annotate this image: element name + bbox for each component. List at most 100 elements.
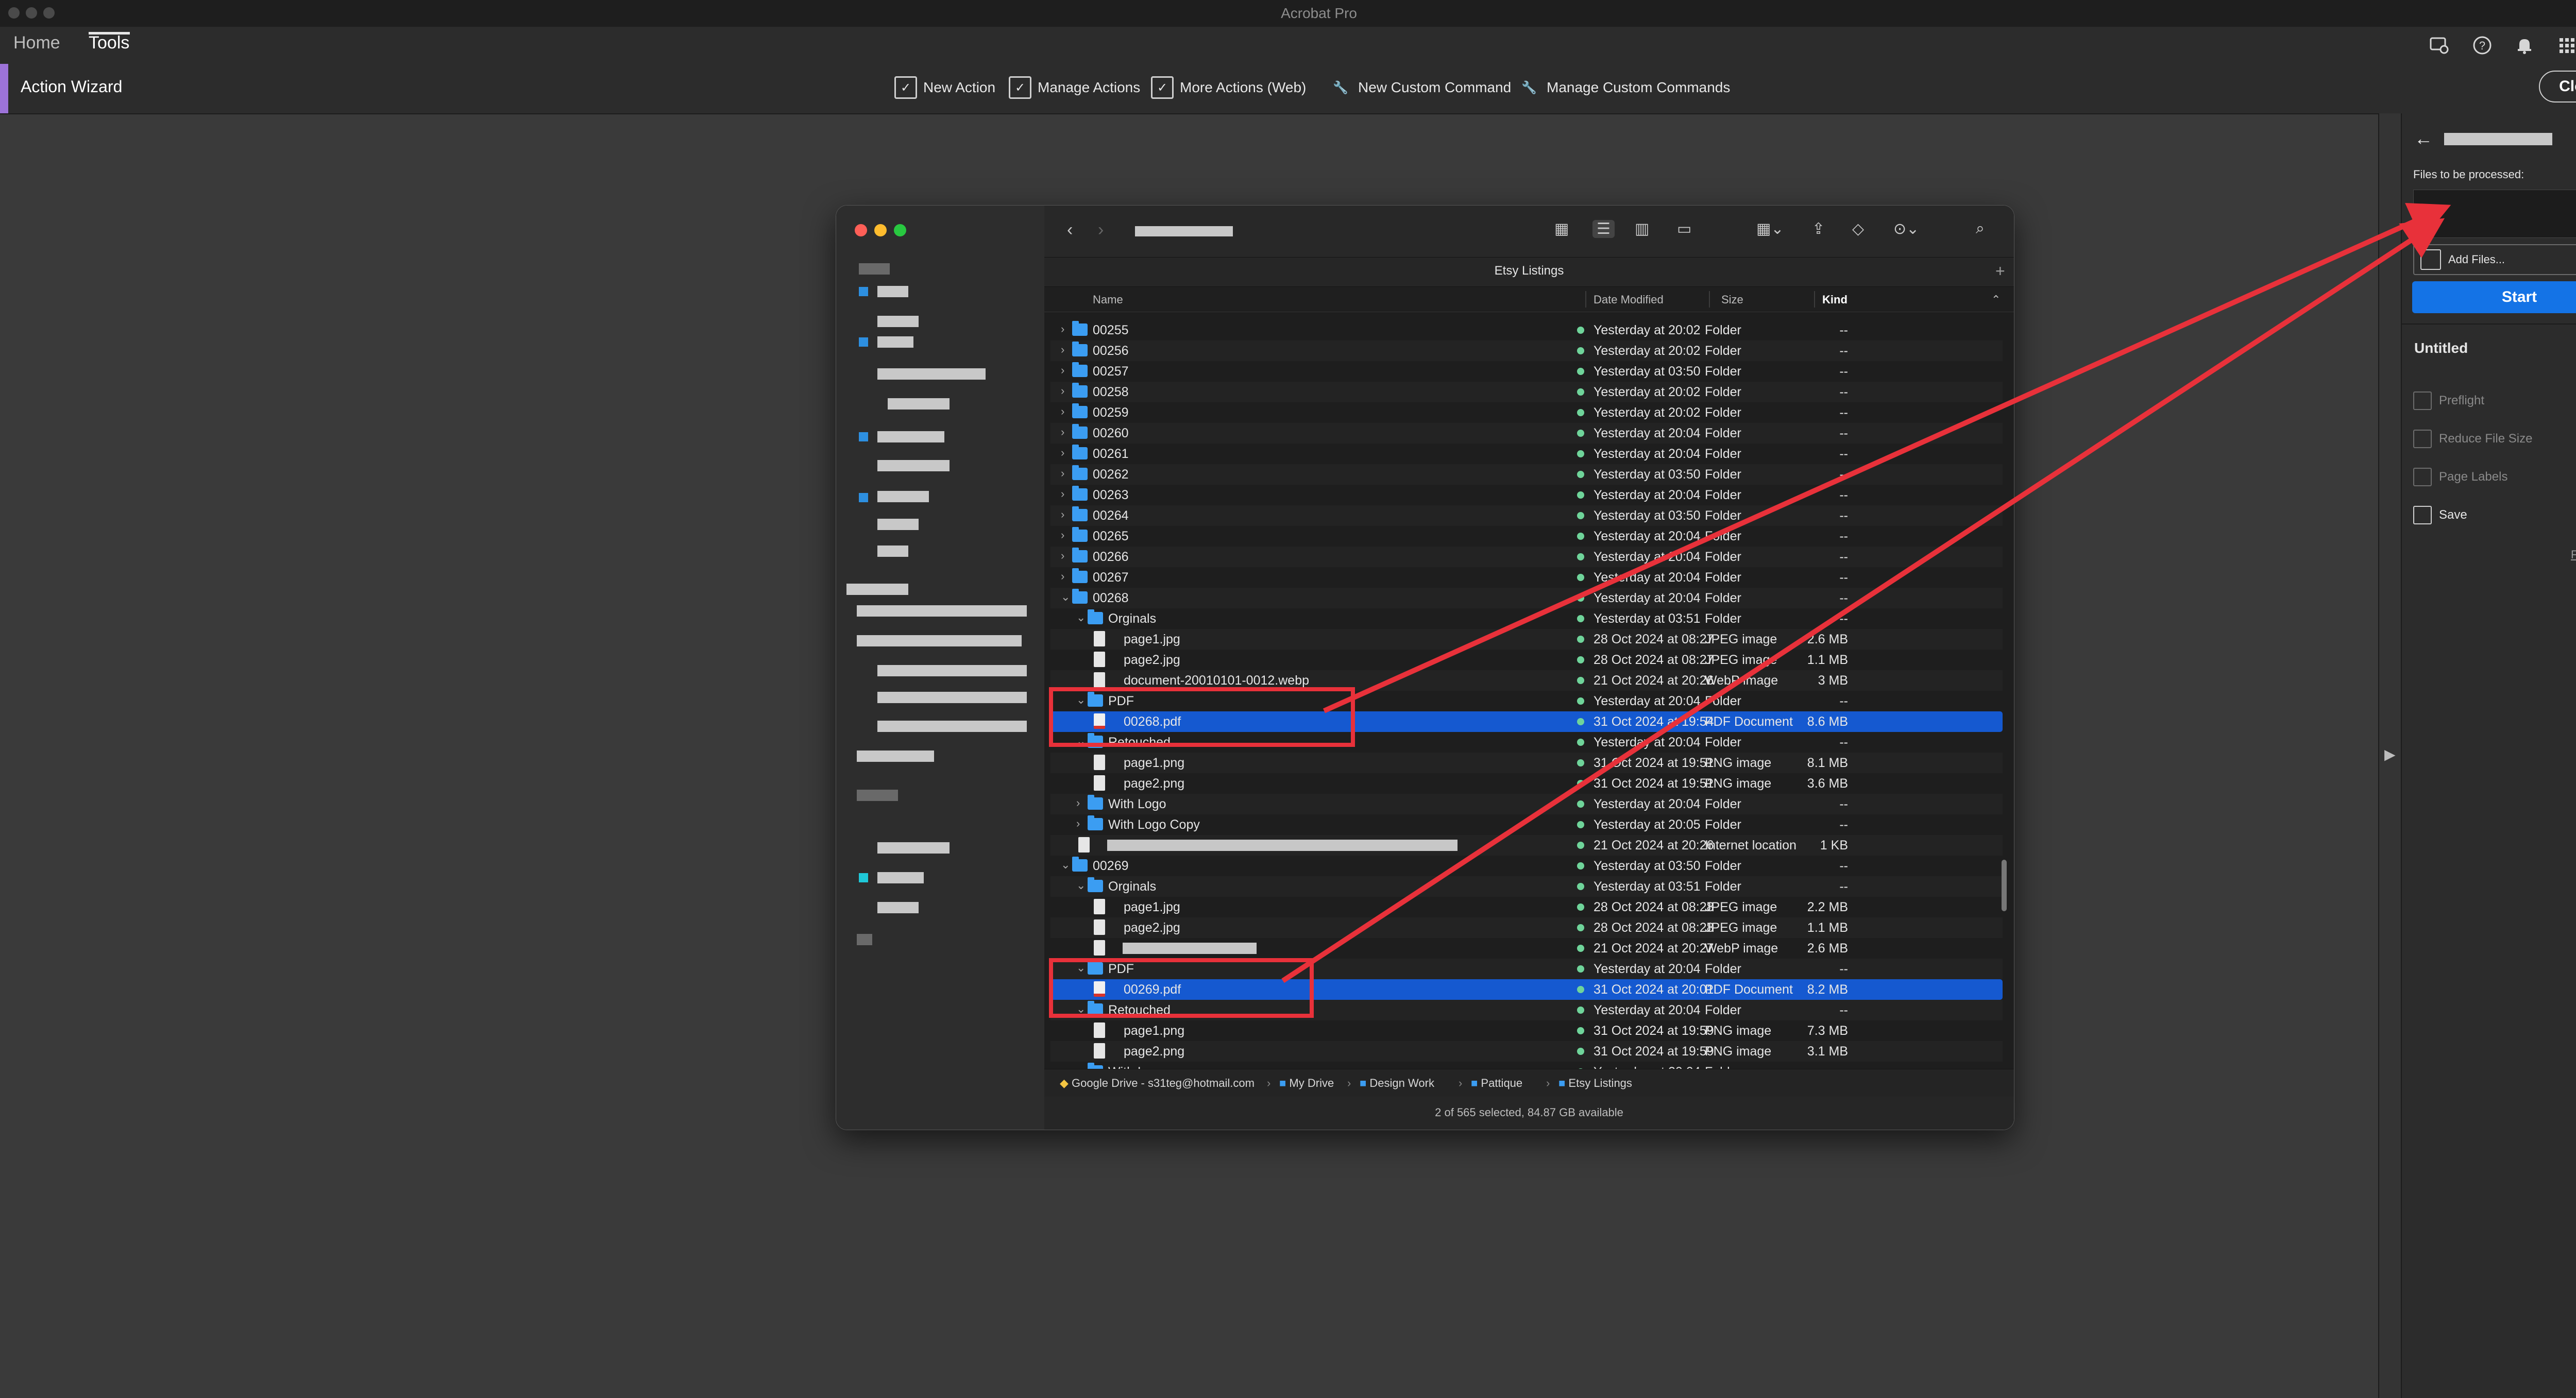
finder-zoom-icon[interactable] <box>894 224 906 236</box>
path-segment[interactable]: ■ My Drive <box>1279 1077 1334 1089</box>
more-icon[interactable]: ⊙⌄ <box>1893 220 1920 237</box>
folder-row[interactable]: ⌄ 00268 Yesterday at 20:04 -- Folder <box>1050 588 2003 608</box>
disclosure-closed-icon[interactable]: › <box>1061 425 1065 438</box>
manage-actions-button[interactable]: ✓ Manage Actions <box>1009 73 1140 102</box>
column-view-icon[interactable]: ▥ <box>1635 220 1650 237</box>
file-row[interactable]: page2.png 31 Oct 2024 at 19:51 3.6 MB PNG i… <box>1050 773 2003 794</box>
disclosure-open-icon[interactable]: ⌄ <box>1061 590 1071 603</box>
full-report-link[interactable]: Full Report <box>2571 548 2576 561</box>
folder-row[interactable]: › 00267 Yesterday at 20:04 -- Folder <box>1050 567 2003 588</box>
step-save[interactable]: Save▾ <box>2413 503 2467 527</box>
path-segment[interactable]: ■ Pattique <box>1471 1077 1523 1089</box>
finder-close-icon[interactable] <box>855 224 867 236</box>
disclosure-closed-icon[interactable]: › <box>1061 549 1065 562</box>
path-segment[interactable]: ◆ Google Drive - s31teg@hotmail.com <box>1060 1077 1255 1089</box>
chevron-right-icon[interactable]: ▶ <box>2384 746 2396 762</box>
disclosure-closed-icon[interactable]: › <box>1061 570 1065 583</box>
folder-row[interactable]: › 00257 Yesterday at 03:50 -- Folder <box>1050 361 2003 382</box>
disclosure-closed-icon[interactable]: › <box>1061 322 1065 335</box>
folder-row[interactable]: › 00258 Yesterday at 20:02 -- Folder <box>1050 382 2003 402</box>
folder-row[interactable]: › 00260 Yesterday at 20:04 -- Folder <box>1050 423 2003 444</box>
disclosure-closed-icon[interactable]: › <box>1061 467 1065 480</box>
file-row[interactable]: page1.png 31 Oct 2024 at 19:59 7.3 MB PNG i… <box>1050 1020 2003 1041</box>
column-date-modified[interactable]: Date Modified <box>1594 293 1664 306</box>
path-segment[interactable]: ■ Design Work <box>1360 1077 1434 1089</box>
folder-row[interactable]: › 00259 Yesterday at 20:02 -- Folder <box>1050 402 2003 423</box>
column-kind[interactable]: Kind <box>1822 293 1848 306</box>
disclosure-closed-icon[interactable]: › <box>1061 405 1065 418</box>
path-segment[interactable]: ■ Etsy Listings <box>1558 1077 1632 1089</box>
file-row[interactable]: page2.png 31 Oct 2024 at 19:59 3.1 MB PNG i… <box>1050 1041 2003 1062</box>
disclosure-open-icon[interactable]: ⌄ <box>1076 879 1086 892</box>
share-icon[interactable]: ⇪ <box>1812 220 1825 237</box>
finder-minimize-icon[interactable] <box>874 224 887 236</box>
disclosure-closed-icon[interactable]: › <box>1076 796 1080 809</box>
new-tab-icon[interactable]: + <box>1995 262 2005 280</box>
icon-view-icon[interactable]: ▦ <box>1554 220 1569 237</box>
close-window-icon[interactable] <box>8 7 20 19</box>
screen-share-icon[interactable] <box>2427 33 2451 58</box>
disclosure-open-icon[interactable]: ⌄ <box>1076 611 1086 624</box>
folder-row[interactable]: ⌄ Orginals Yesterday at 03:51 -- Folder <box>1050 608 2003 629</box>
disclosure-closed-icon[interactable]: › <box>1061 508 1065 521</box>
disclosure-closed-icon[interactable]: › <box>1061 528 1065 541</box>
file-row[interactable]: page2.jpg 28 Oct 2024 at 08:27 1.1 MB JPEG … <box>1050 650 2003 670</box>
help-icon[interactable]: ? <box>2470 33 2495 58</box>
folder-row[interactable]: › 00262 Yesterday at 03:50 -- Folder <box>1050 464 2003 485</box>
tab-tools[interactable]: Tools <box>89 33 130 53</box>
forward-icon[interactable]: › <box>1098 220 1104 240</box>
start-button[interactable]: Start <box>2412 281 2576 313</box>
disclosure-open-icon[interactable]: ⌄ <box>1076 693 1086 706</box>
gallery-view-icon[interactable]: ▭ <box>1677 220 1692 237</box>
list-view-icon[interactable]: ☰ <box>1592 220 1615 238</box>
more-actions-web-button[interactable]: ✓ More Actions (Web) <box>1151 73 1306 102</box>
disclosure-closed-icon[interactable]: › <box>1061 364 1065 377</box>
step-reduce-file-size[interactable]: Reduce File Size <box>2413 427 2532 451</box>
step-preflight[interactable]: Preflight <box>2413 388 2484 413</box>
folder-row[interactable]: › 00264 Yesterday at 03:50 -- Folder <box>1050 505 2003 526</box>
file-row[interactable]: 21 Oct 2024 at 20:27 2.6 MB WebP image <box>1050 938 2003 959</box>
new-action-button[interactable]: ✓ New Action <box>894 73 995 102</box>
disclosure-open-icon[interactable]: ⌄ <box>1076 1002 1086 1015</box>
disclosure-closed-icon[interactable]: › <box>1061 487 1065 500</box>
manage-custom-commands-button[interactable]: 🔧 Manage Custom Commands <box>1518 73 1730 102</box>
folder-row[interactable]: › 00263 Yesterday at 20:04 -- Folder <box>1050 485 2003 505</box>
disclosure-open-icon[interactable]: ⌄ <box>1061 858 1071 871</box>
new-custom-command-button[interactable]: 🔧 New Custom Command <box>1329 73 1511 102</box>
file-row[interactable]: page1.jpg 28 Oct 2024 at 08:27 2.6 MB JPEG … <box>1050 629 2003 650</box>
disclosure-closed-icon[interactable]: › <box>1076 817 1080 830</box>
folder-row[interactable]: ⌄ Orginals Yesterday at 03:51 -- Folder <box>1050 876 2003 897</box>
minimize-window-icon[interactable] <box>26 7 37 19</box>
folder-row[interactable]: › 00256 Yesterday at 20:02 -- Folder <box>1050 340 2003 361</box>
files-to-process-list[interactable] <box>2413 190 2576 238</box>
bell-icon[interactable] <box>2512 33 2537 58</box>
close-button[interactable]: Close <box>2539 71 2576 103</box>
folder-row[interactable]: › 00255 Yesterday at 20:02 -- Folder <box>1050 320 2003 340</box>
folder-row[interactable]: › With Logo Yesterday at 20:04 -- Folder <box>1050 794 2003 814</box>
file-row[interactable]: 00269.pdf 31 Oct 2024 at 20:01 8.2 MB PDF D… <box>1050 979 2003 1000</box>
disclosure-open-icon[interactable]: ⌄ <box>1076 961 1086 974</box>
back-icon[interactable]: ‹ <box>1067 220 1073 240</box>
search-icon[interactable]: ⌕ <box>1976 220 1985 237</box>
file-list-scrollbar[interactable] <box>2002 860 2007 911</box>
folder-row[interactable]: › With Logo Copy Yesterday at 20:05 -- Folde… <box>1050 814 2003 835</box>
file-row[interactable]: page1.png 31 Oct 2024 at 19:51 8.1 MB PNG i… <box>1050 753 2003 773</box>
finder-tab[interactable]: Etsy Listings + <box>1044 257 2014 287</box>
group-icon[interactable]: ▦⌄ <box>1756 220 1784 237</box>
file-row[interactable]: page1.jpg 28 Oct 2024 at 08:28 2.2 MB JPEG … <box>1050 897 2003 917</box>
file-row[interactable]: page2.jpg 28 Oct 2024 at 08:28 1.1 MB JPEG … <box>1050 917 2003 938</box>
file-row[interactable]: 21 Oct 2024 at 20:26 1 KB Internet locatio… <box>1050 835 2003 856</box>
disclosure-closed-icon[interactable]: › <box>1061 384 1065 397</box>
apps-grid-icon[interactable] <box>2554 33 2576 58</box>
disclosure-closed-icon[interactable]: › <box>1061 446 1065 459</box>
column-name[interactable]: Name <box>1093 293 1123 306</box>
add-files-button[interactable]: Add Files... <box>2413 244 2576 275</box>
column-size[interactable]: Size <box>1721 293 1743 306</box>
step-page-labels[interactable]: Page Labels <box>2413 465 2507 489</box>
folder-row[interactable]: › 00266 Yesterday at 20:04 -- Folder <box>1050 547 2003 567</box>
disclosure-closed-icon[interactable]: › <box>1061 343 1065 356</box>
folder-row[interactable]: › 00265 Yesterday at 20:04 -- Folder <box>1050 526 2003 547</box>
back-arrow-icon[interactable]: ← <box>2414 128 2433 149</box>
folder-row[interactable]: ⌄ 00269 Yesterday at 03:50 -- Folder <box>1050 856 2003 876</box>
folder-row[interactable]: › 00261 Yesterday at 20:04 -- Folder <box>1050 444 2003 464</box>
